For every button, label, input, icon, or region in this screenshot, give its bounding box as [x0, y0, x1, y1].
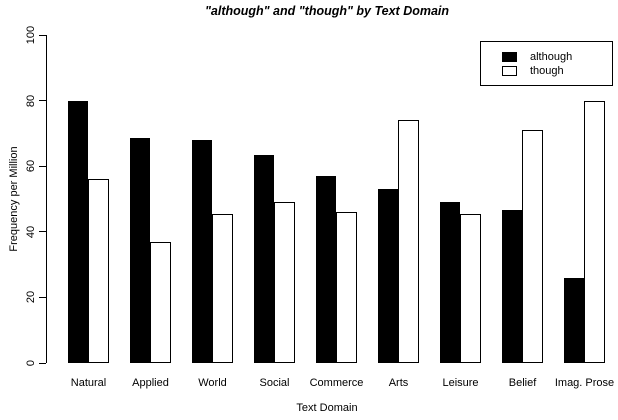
y-tick-label: 20	[25, 291, 37, 304]
bar-although-imag-prose	[564, 278, 584, 363]
bar-though-world	[212, 214, 233, 363]
bar-though-leisure	[460, 214, 481, 363]
legend: although though	[480, 41, 613, 86]
y-tick-label: 0	[25, 359, 37, 367]
x-category-label: Leisure	[442, 377, 479, 389]
y-tick-label: 100	[25, 25, 37, 45]
y-tick-label: 60	[25, 160, 37, 173]
legend-item-though: though	[502, 64, 612, 78]
legend-item-although: although	[502, 50, 612, 64]
bar-though-commerce	[336, 212, 357, 363]
bar-although-world	[192, 140, 212, 363]
y-axis-tick	[39, 362, 46, 364]
bar-though-natural	[88, 179, 109, 363]
y-axis-tick	[39, 231, 46, 233]
legend-swatch-though	[502, 66, 517, 76]
bar-although-arts	[378, 189, 398, 363]
x-category-label: Natural	[70, 377, 107, 389]
y-axis-label: Frequency per Million	[8, 146, 20, 252]
y-tick-label: 40	[25, 225, 37, 238]
bar-although-belief	[502, 210, 522, 363]
y-axis-tick	[39, 165, 46, 167]
bar-though-social	[274, 202, 295, 363]
x-category-label: World	[198, 377, 227, 389]
bar-although-commerce	[316, 176, 336, 363]
bar-although-natural	[68, 101, 88, 363]
legend-swatch-although	[502, 52, 517, 62]
bar-though-belief	[522, 130, 543, 363]
y-axis-tick	[39, 296, 46, 298]
bar-although-leisure	[440, 202, 460, 363]
plot-area: 0 20 40 60 80 100 Natural Applied World Social Com…	[25, 26, 614, 389]
legend-label-although: although	[530, 51, 573, 63]
x-category-label: Applied	[132, 377, 169, 389]
x-category-label: Belief	[508, 377, 537, 389]
x-axis-label: Text Domain	[296, 402, 358, 414]
bar-although-applied	[130, 138, 150, 363]
bar-although-social	[254, 155, 274, 363]
legend-label-though: though	[530, 65, 564, 77]
bar-though-applied	[150, 242, 171, 363]
y-axis-tick	[39, 34, 46, 36]
x-category-label: Arts	[388, 377, 409, 389]
x-category-label: Social	[259, 377, 290, 389]
x-category-label: Commerce	[309, 377, 364, 389]
y-axis-tick	[39, 100, 46, 102]
bar-though-arts	[398, 120, 419, 363]
chart-title: "although" and "though" by Text Domain	[204, 4, 450, 18]
y-tick-label: 80	[25, 94, 37, 107]
x-category-label: Imag. Prose	[554, 377, 615, 389]
bar-though-imag-prose	[584, 101, 605, 363]
